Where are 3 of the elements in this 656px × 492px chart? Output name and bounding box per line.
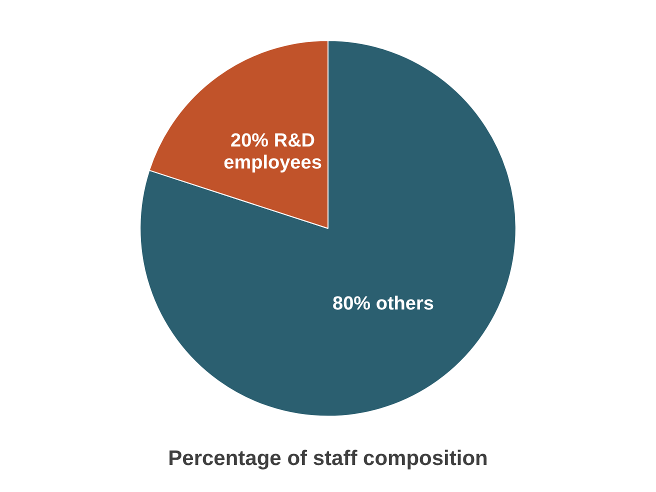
slice-label: 80% others	[332, 294, 434, 315]
slice-label: 20% R&D employees	[224, 130, 322, 174]
text: Percentage of staff composition	[168, 447, 488, 470]
